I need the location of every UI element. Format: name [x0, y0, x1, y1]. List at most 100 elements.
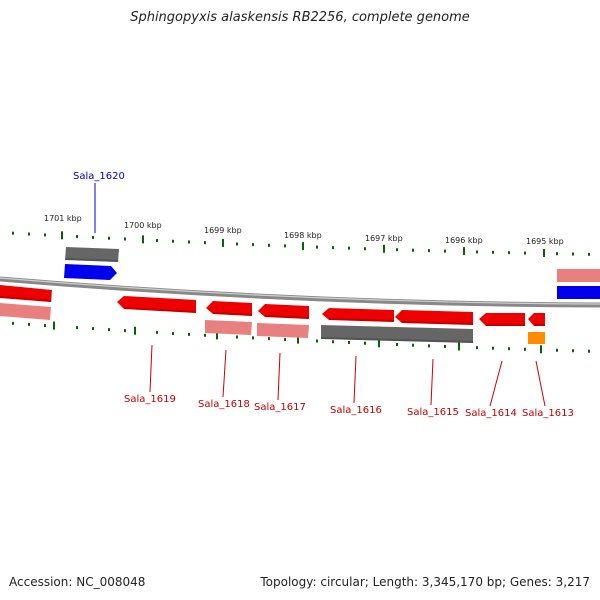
inner-minor-tick — [12, 321, 14, 325]
inner-minor-tick — [364, 341, 366, 345]
outer-minor-tick — [44, 233, 46, 237]
inner-minor-tick — [412, 343, 414, 347]
gene-label-sala-1617[interactable]: Sala_1617 — [254, 402, 306, 413]
gene-sala-1616-gray[interactable] — [321, 325, 473, 343]
outer-major-tick — [302, 242, 304, 251]
gene-sala-1618[interactable] — [206, 301, 252, 316]
inner-major-tick — [458, 342, 460, 351]
inner-minor-tick — [572, 349, 574, 353]
gene-label-sala-1616[interactable]: Sala_1616 — [330, 405, 382, 416]
ruler-label-1696: 1696 kbp — [445, 236, 483, 245]
rna-feature-orange[interactable] — [528, 332, 545, 344]
outer-minor-tick — [156, 239, 158, 243]
outer-minor-tick — [428, 249, 430, 253]
outer-minor-tick — [364, 247, 366, 251]
outer-major-tick — [383, 244, 385, 253]
inner-minor-tick — [188, 332, 190, 336]
gene-right-edge-blue[interactable] — [557, 286, 600, 299]
outer-minor-tick — [252, 243, 254, 247]
inner-minor-tick — [316, 339, 318, 343]
inner-major-tick — [540, 345, 542, 354]
gene-label-sala-1614[interactable]: Sala_1614 — [465, 408, 517, 419]
inner-major-tick — [378, 339, 380, 348]
gene-label-sala-1618[interactable]: Sala_1618 — [198, 399, 250, 410]
outer-minor-tick — [556, 252, 558, 256]
outer-minor-tick — [92, 235, 94, 239]
gene-gray-forward[interactable] — [65, 247, 119, 262]
inner-minor-tick — [28, 322, 30, 326]
outer-major-tick — [142, 235, 144, 244]
inner-minor-tick — [428, 344, 430, 348]
gene-labels: Sala_1620 Sala_1619 Sala_1618 Sala_1617 … — [73, 171, 574, 419]
inner-minor-tick — [508, 347, 510, 351]
gene-sala-1617-light[interactable] — [257, 323, 309, 338]
outer-minor-tick — [204, 241, 206, 245]
outer-minor-tick — [268, 243, 270, 247]
outer-minor-tick — [316, 245, 318, 249]
inner-major-tick — [53, 321, 55, 330]
inner-major-tick — [216, 331, 218, 340]
gene-left-edge-red[interactable] — [0, 285, 52, 302]
forward-strand — [64, 247, 600, 299]
outer-minor-tick — [188, 240, 190, 244]
inner-minor-tick — [492, 346, 494, 350]
outer-minor-tick — [492, 250, 494, 254]
gene-sala-1616[interactable] — [322, 308, 394, 322]
gene-label-sala-1613[interactable]: Sala_1613 — [522, 408, 574, 419]
inner-minor-tick — [44, 324, 46, 328]
inner-minor-tick — [108, 328, 110, 332]
inner-minor-tick — [124, 329, 126, 333]
inner-minor-tick — [396, 343, 398, 347]
gene-label-sala-1615[interactable]: Sala_1615 — [407, 407, 459, 418]
gene-sala-1619[interactable] — [117, 296, 196, 313]
outer-minor-tick — [332, 246, 334, 250]
outer-major-tick — [222, 238, 224, 247]
outer-minor-tick — [444, 249, 446, 253]
inner-minor-tick — [588, 349, 590, 353]
inner-minor-tick — [556, 348, 558, 352]
inner-tick-ring — [12, 321, 590, 354]
gene-label-sala-1620[interactable]: Sala_1620 — [73, 171, 125, 182]
inner-minor-tick — [92, 327, 94, 331]
outer-minor-tick — [28, 232, 30, 236]
outer-major-tick — [61, 231, 63, 240]
gene-sala-1613[interactable] — [528, 313, 545, 326]
outer-minor-tick — [284, 244, 286, 248]
inner-minor-tick — [252, 336, 254, 340]
inner-minor-tick — [524, 347, 526, 351]
gene-right-edge-light[interactable] — [557, 269, 600, 282]
inner-minor-tick — [284, 337, 286, 341]
outer-minor-tick — [508, 251, 510, 255]
outer-minor-tick — [12, 231, 14, 235]
outer-minor-tick — [172, 239, 174, 243]
inner-minor-tick — [76, 326, 78, 330]
genome-backbone — [0, 276, 600, 308]
gene-sala-1617[interactable] — [258, 304, 309, 319]
outer-minor-tick — [348, 246, 350, 250]
outer-minor-tick — [124, 237, 126, 241]
gene-sala-1615[interactable] — [395, 310, 473, 325]
outer-major-tick — [463, 247, 465, 256]
gene-sala-1614[interactable] — [479, 313, 525, 326]
accession-text: Accession: NC_008048 — [9, 575, 146, 589]
inner-minor-tick — [476, 346, 478, 350]
inner-minor-tick — [236, 335, 238, 339]
outer-minor-tick — [108, 236, 110, 240]
outer-minor-tick — [412, 248, 414, 252]
gene-label-sala-1619[interactable]: Sala_1619 — [124, 394, 176, 405]
outer-major-tick — [543, 248, 545, 257]
genome-backbone-highlight — [0, 277, 600, 305]
outer-minor-tick — [476, 250, 478, 254]
ruler-label-1701: 1701 kbp — [44, 214, 82, 223]
inner-minor-tick — [268, 337, 270, 341]
inner-minor-tick — [156, 331, 158, 335]
feature-shading — [0, 258, 545, 343]
gene-sala-1620[interactable] — [64, 264, 117, 280]
ruler-labels: 1701 kbp 1700 kbp 1699 kbp 1698 kbp 1697… — [44, 214, 564, 246]
gene-left-edge-light[interactable] — [0, 303, 51, 320]
inner-minor-tick — [444, 344, 446, 348]
gene-sala-1618-light[interactable] — [205, 320, 252, 335]
outer-minor-tick — [524, 251, 526, 255]
